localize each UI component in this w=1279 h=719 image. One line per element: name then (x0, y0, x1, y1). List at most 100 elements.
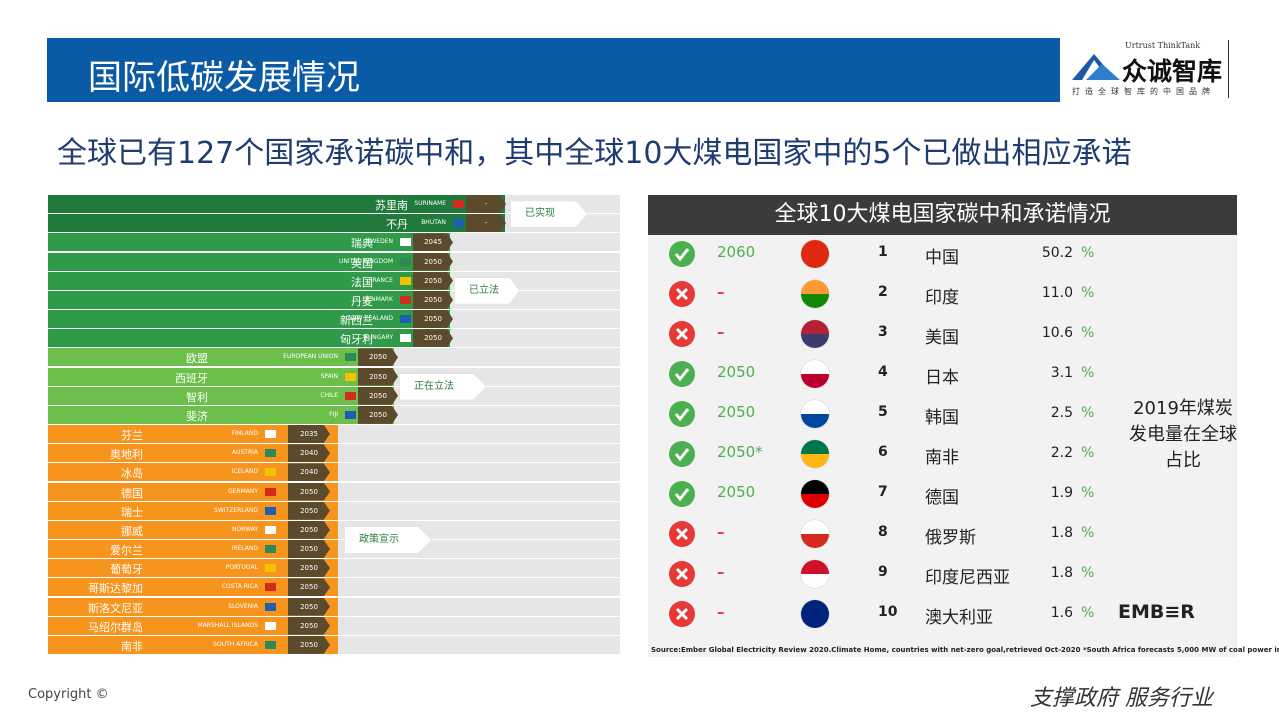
country-cn: 冰岛 (121, 467, 143, 481)
share: 1.8 (1050, 525, 1073, 541)
list-row: 挪威 NORWAY 2050 (48, 520, 620, 539)
status-bar (48, 559, 338, 578)
country: 日本 (925, 368, 959, 388)
check-icon (669, 441, 695, 467)
table-title: 全球10大煤电国家碳中和承诺情况 (648, 195, 1237, 235)
country: 德国 (925, 488, 959, 508)
status-label: 政策宣示 (345, 527, 431, 554)
share-unit: % (1081, 445, 1095, 461)
cross-icon (669, 281, 695, 307)
cross-icon (669, 521, 695, 547)
status-icon (669, 281, 695, 311)
list-row: 斐济 FIJI 2050 (48, 405, 620, 424)
status-bar (48, 425, 338, 444)
country-cn: 斯洛文尼亚 (88, 601, 143, 615)
flag (801, 360, 829, 388)
flag (400, 238, 411, 247)
status-bar (48, 578, 338, 597)
list-row: 不丹 BHUTAN - (48, 214, 620, 233)
flag (400, 334, 411, 343)
target-year: 2045 (413, 233, 453, 252)
country-en: SURINAME (414, 200, 446, 207)
country-cn: 匈牙利 (340, 333, 373, 347)
share-unit: % (1081, 525, 1095, 541)
target: 2050* (717, 443, 763, 461)
country-en: ICELAND (231, 468, 258, 476)
country-cn: 丹麦 (351, 294, 373, 308)
target-year: 2050 (413, 271, 453, 290)
country-en: DENMARK (362, 295, 393, 303)
status-bar (48, 348, 394, 367)
list-row: 欧盟 EUROPEAN UNION 2050 (48, 348, 620, 367)
country-cn: 英国 (351, 256, 373, 270)
country-cn: 葡萄牙 (110, 563, 143, 577)
country-en: FRANCE (369, 276, 393, 284)
flag (801, 480, 829, 508)
country-cn: 不丹 (386, 218, 408, 232)
flag (801, 400, 829, 428)
country-en: EUROPEAN UNION (283, 353, 338, 361)
list-row: 新西兰 NEW ZEALAND 2050 (48, 310, 620, 329)
status-icon (669, 401, 695, 431)
flag (345, 410, 356, 419)
cross-icon (669, 561, 695, 587)
flag (400, 257, 411, 266)
country-en: NEW ZEALAND (348, 315, 393, 323)
status-bar (48, 367, 394, 386)
flag (801, 600, 829, 628)
country-en: PORTUGAL (225, 564, 258, 572)
list-row: 瑞典 SWEDEN 2045 (48, 233, 620, 252)
slogan: 支撑政府 服务行业 (1030, 686, 1213, 711)
list-row: 南非 SOUTH AFRICA 2050 (48, 635, 620, 654)
status-bar (48, 271, 450, 290)
flag (265, 621, 276, 630)
target-year: 2050 (288, 540, 330, 559)
flag (801, 320, 829, 348)
status-bar (48, 463, 338, 482)
flag (265, 564, 276, 573)
target-year: 2035 (288, 425, 330, 444)
status-bar (48, 540, 338, 559)
status-icon (669, 361, 695, 391)
rank: 2 (878, 284, 888, 300)
share: 11.0 (1041, 285, 1073, 301)
status-icon (669, 561, 695, 591)
country-cn: 瑞士 (121, 505, 143, 519)
status-bar (48, 214, 505, 233)
list-row: 葡萄牙 PORTUGAL 2050 (48, 559, 620, 578)
target-year: 2050 (288, 635, 330, 654)
status-bar (48, 482, 338, 501)
country: 中国 (925, 248, 959, 268)
target: – (717, 283, 725, 301)
country-cn: 智利 (186, 390, 208, 404)
target-year: 2050 (413, 329, 453, 348)
status-icon (669, 241, 695, 271)
status-bar (48, 405, 394, 424)
rank: 6 (878, 444, 888, 460)
status-bar (48, 597, 338, 616)
list-row: 奥地利 AUSTRIA 2040 (48, 444, 620, 463)
status-label: 正在立法 (400, 373, 486, 400)
country: 美国 (925, 328, 959, 348)
flag (265, 506, 276, 515)
flag (265, 602, 276, 611)
country-cn: 斐济 (186, 409, 208, 423)
country-cn: 芬兰 (121, 429, 143, 443)
status-icon (669, 481, 695, 511)
country-cn: 爱尔兰 (110, 544, 143, 558)
country-en: SWEDEN (366, 238, 393, 246)
rank: 10 (878, 604, 898, 620)
flag (400, 295, 411, 304)
share-unit: % (1081, 405, 1095, 421)
rank: 4 (878, 364, 888, 380)
status-bar (48, 195, 505, 213)
country-cn: 瑞典 (351, 237, 373, 251)
list-row: 西班牙 SPAIN 2050 (48, 367, 620, 386)
ember-logo: EMB≡R (1118, 601, 1195, 623)
target-year: 2040 (288, 444, 330, 463)
share-unit: % (1081, 325, 1095, 341)
share: 2.2 (1050, 445, 1073, 461)
flag (265, 449, 276, 458)
list-row: 冰岛 ICELAND 2040 (48, 463, 620, 482)
